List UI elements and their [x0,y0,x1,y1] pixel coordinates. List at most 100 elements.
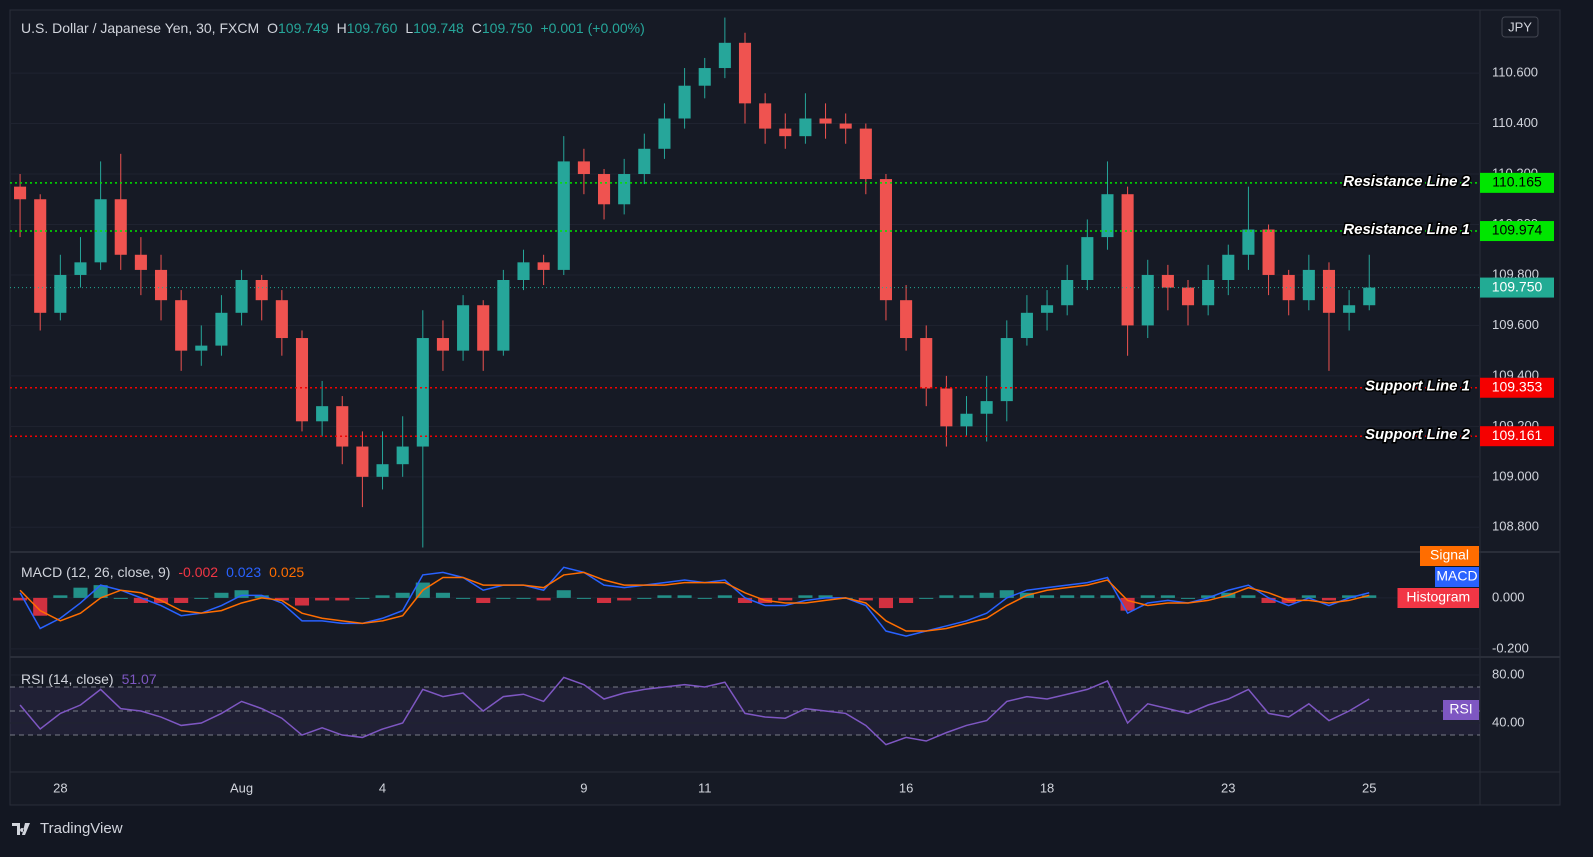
histogram-bar [73,587,88,598]
price-change: +0.001 (+0.00%) [541,20,645,36]
currency: JPY [1508,19,1532,34]
ohlc-key: O [267,20,278,36]
candle-body [396,446,409,465]
candle-body [1161,274,1174,288]
histogram-bar [919,597,934,599]
last-price-label: 109.750 [1492,278,1543,294]
series-tag [1397,588,1479,608]
series-tag [1435,567,1479,587]
histogram-bar [496,597,511,599]
series-tag-label: RSI [1449,701,1472,717]
candle-body [1222,254,1235,280]
chart-title: U.S. Dollar / Japanese Yen, 30, FXCM [21,20,259,36]
y-tick-label: 110.400 [1492,115,1538,130]
histogram-bar [979,592,994,598]
candle-body [940,388,953,427]
rsi-line [19,676,1370,746]
histogram-bar [1301,595,1316,598]
candle-body [1343,305,1356,313]
indicator-legend: MACD (12, 26, close, 9) -0.002 0.023 0.025 [21,564,304,580]
candle-body [436,338,449,351]
candle-body [1061,280,1074,306]
y-tick-label: 108.800 [1492,519,1539,534]
candle-body [1041,305,1054,313]
ohlc-key: C [472,20,482,36]
candle-body [14,186,27,200]
histogram-bar [315,597,330,601]
candle-body [175,300,188,351]
ohlc-value: 109.748 [413,20,464,36]
candle-body [960,413,973,427]
candle-body [1000,338,1013,402]
histogram-bar [1261,597,1276,603]
level-badge [1480,221,1554,242]
x-tick-label: 11 [698,780,712,795]
candle-body [195,345,208,351]
indicator-value: 0.023 [226,564,261,580]
candle-body [376,464,389,477]
level-name: Resistance Line 1 [1343,221,1470,238]
ohlc-key: L [405,20,413,36]
histogram-bar [1180,597,1196,599]
level-price: 109.353 [1492,378,1543,394]
histogram-bar [1040,595,1055,598]
brand-name: TradingView [40,820,123,837]
x-tick-label: 23 [1221,780,1235,795]
candle-body [1101,194,1114,238]
candles [14,17,1376,548]
histogram-bar [53,595,68,598]
level-name: Resistance Line 2 [1343,173,1470,190]
histogram-bar [536,597,551,601]
candle-body [779,128,792,137]
histogram-bar [576,597,591,599]
histogram-bar [234,590,249,598]
histogram-bar [617,597,632,601]
histogram-bar [657,595,672,598]
indicator-value: 0.025 [269,564,304,580]
histogram-bar [133,597,148,603]
candle-body [537,262,550,270]
histogram-bar [939,595,954,598]
candle-body [34,199,47,313]
candle-body [799,118,812,137]
histogram-bar [1321,597,1337,601]
x-tick-label: 28 [53,780,67,795]
candle-body [215,312,228,346]
candle-body [598,174,611,205]
y-tick-label: 0.000 [1492,589,1525,604]
indicator-legend: RSI (14, close) 51.07 [21,671,157,687]
histogram-bar [1060,595,1075,598]
candle-body [336,406,349,447]
candle-body [819,118,832,124]
candle-body [114,199,127,255]
candle-body [618,174,631,205]
candle-body [678,85,691,119]
level-price: 110.165 [1492,174,1542,190]
x-tick-label: Aug [230,780,253,795]
histogram-bar [717,595,732,598]
histogram-bar [355,597,370,599]
histogram-bar [697,597,712,599]
candle-body [1242,229,1255,255]
y-tick-label: 80.00 [1492,666,1525,681]
candle-body [1322,269,1336,313]
candle-body [457,305,470,351]
logo: TradingView [12,820,123,837]
histogram-bar [476,597,491,603]
histogram-bar [677,595,692,598]
series-tag [1443,700,1479,720]
candle-body [900,300,913,339]
histogram-bar [1160,595,1175,598]
candle-body [1282,274,1295,301]
histogram-bar [899,597,914,603]
histogram-bar [33,597,48,616]
histogram-bar [13,597,28,601]
y-tick-label: -0.200 [1492,640,1529,655]
candle-body [295,338,309,422]
x-tick-label: 4 [379,780,386,795]
series-tag-label: Signal [1430,547,1469,563]
histogram-bar [274,597,289,601]
candle-body [356,446,369,477]
indicator-value: 51.07 [122,671,157,687]
